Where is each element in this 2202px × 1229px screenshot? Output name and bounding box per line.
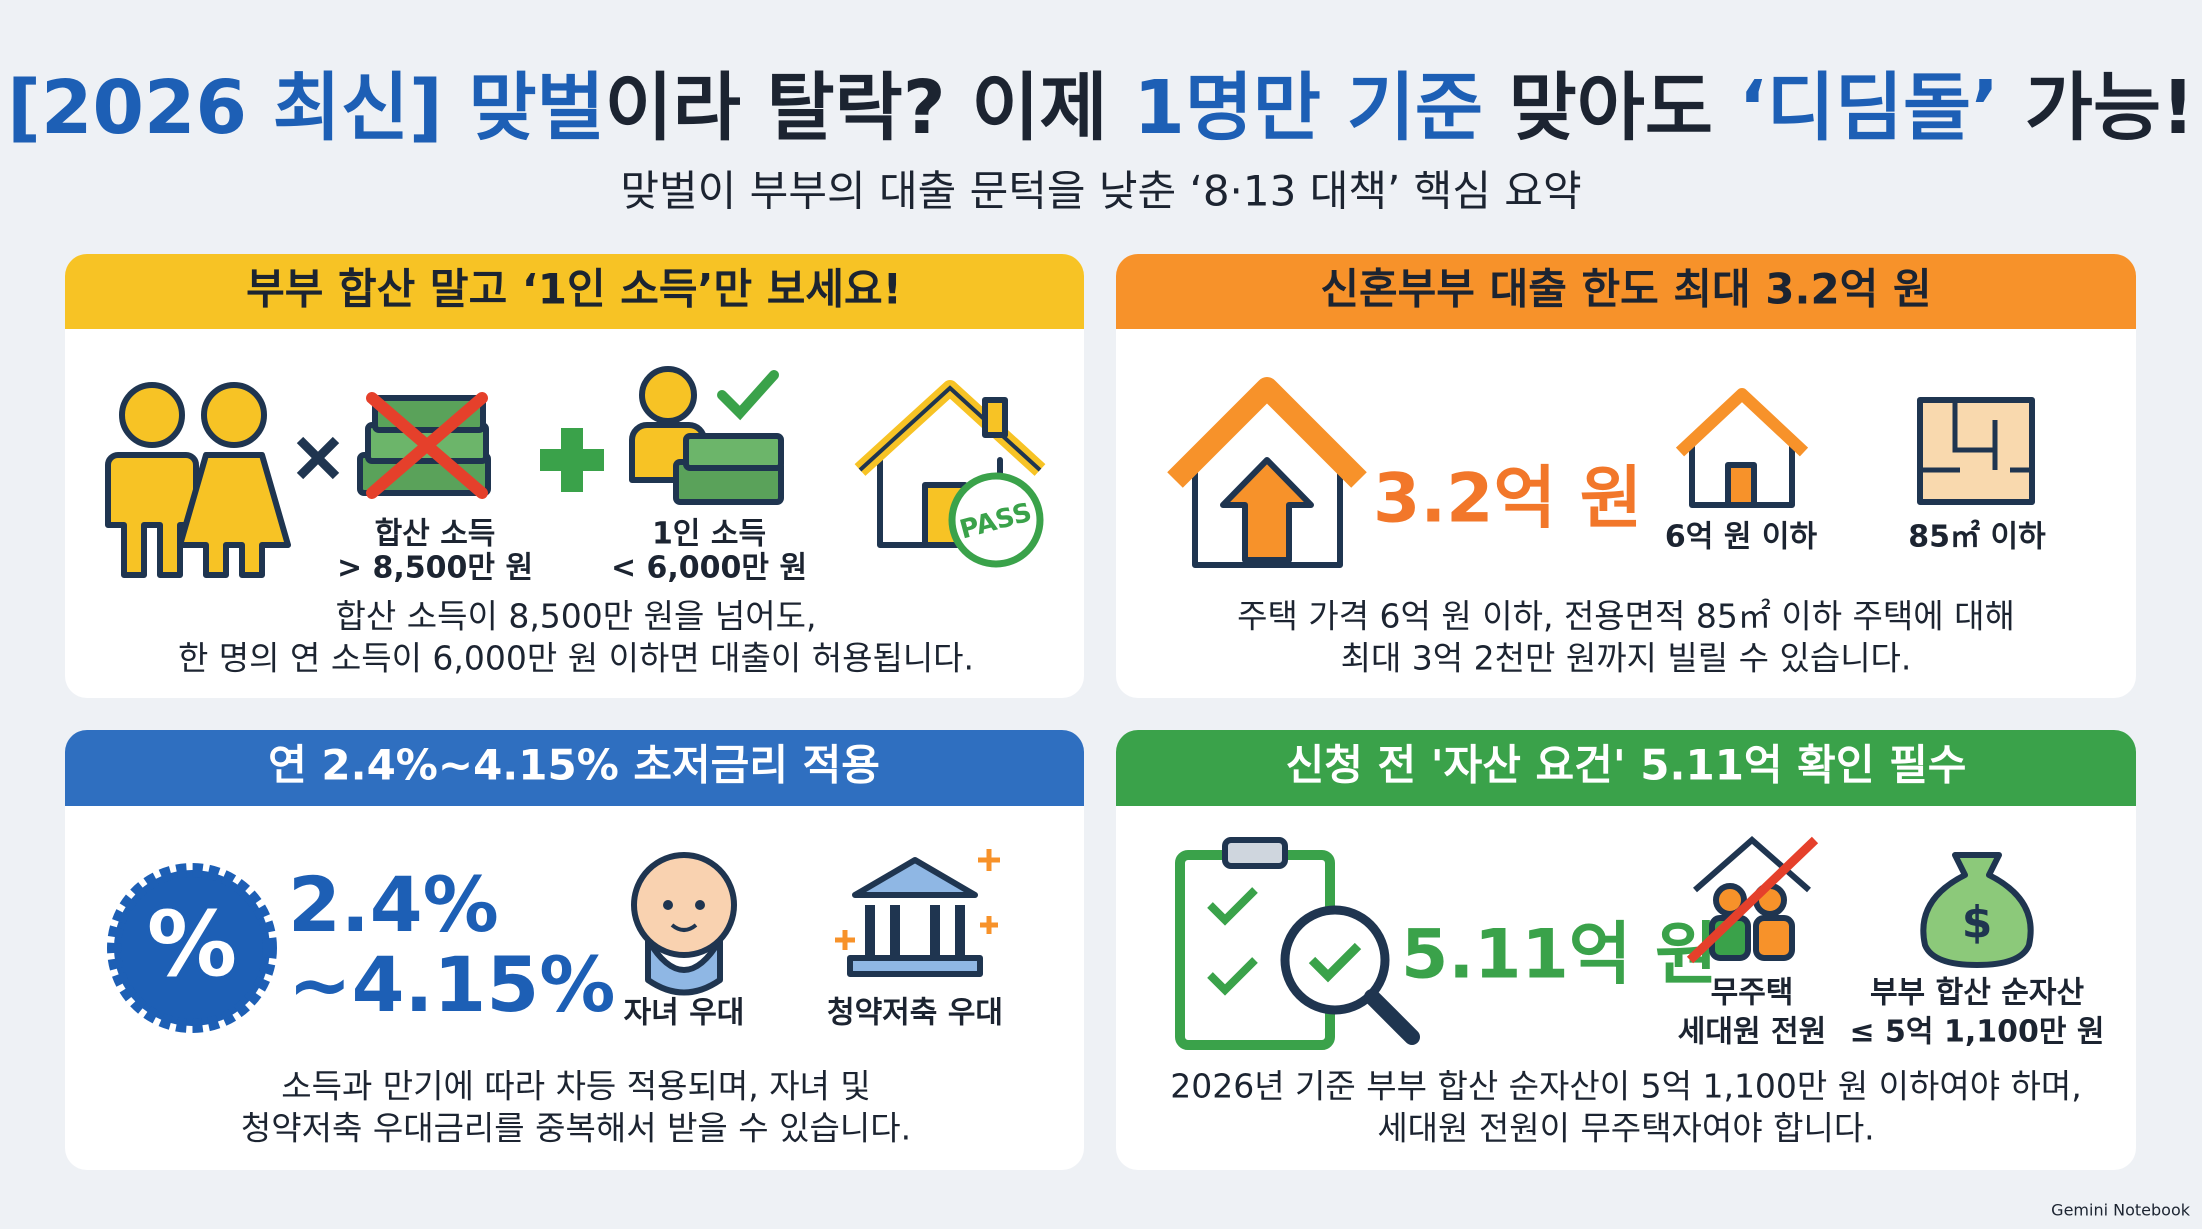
- icon-label: 무주택: [1711, 976, 1794, 1011]
- icon-label: 청약저축 우대: [827, 996, 1003, 1031]
- description: 2026년 기준 부부 합산 순자산이 5억 1,100만 원 이하여야 하며,: [1170, 1067, 2082, 1106]
- small-house-icon: [1675, 388, 1809, 508]
- title-part: [2026 최신] 맞벌: [7, 65, 604, 151]
- icon-label: 부부 합산 순자산: [1870, 976, 2084, 1011]
- card-title: 신청 전 '자산 요건' 5.11억 확인 필수: [1286, 741, 1967, 790]
- dollar-sign: $: [1962, 897, 1993, 948]
- description: 최대 3억 2천만 원까지 빌릴 수 있습니다.: [1341, 639, 1912, 678]
- card-header: [1116, 254, 2136, 329]
- card-title: 부부 합산 말고 ‘1인 소득’만 보세요!: [246, 265, 902, 314]
- couple-icon: [105, 382, 291, 578]
- title-part: 가능!: [1999, 65, 2195, 151]
- title-part: ‘디딤돌’: [1739, 65, 1999, 151]
- highlight: 2.4%: [288, 860, 499, 949]
- title-part: 맞아도: [1483, 65, 1739, 151]
- subtitle: 맞벌이 부부의 대출 문턱을 낮춘 ‘8·13 대책’ 핵심 요약: [620, 167, 1581, 216]
- card-frames: [65, 254, 2136, 1170]
- icon-label: ≤ 5억 1,100만 원: [1849, 1015, 2104, 1050]
- times-sign: [296, 436, 340, 480]
- money-crossed-icon: [357, 392, 491, 499]
- main-title: [2026 최신] 맞벌이라 탈락? 이제 1명만 기준 맞아도 ‘디딤돌’ 가…: [7, 65, 2195, 151]
- clipboard-icon: [1175, 837, 1420, 1050]
- icon-label: 자녀 우대: [624, 996, 745, 1031]
- icon-label: 6억 원 이하: [1665, 520, 1818, 555]
- icon-label: > 8,500만 원: [337, 551, 533, 586]
- percent-badge: %: [107, 863, 277, 1033]
- icon-label: 세대원 전원: [1678, 1015, 1826, 1050]
- card-header: [65, 730, 1084, 806]
- money-bag-icon: $: [1920, 852, 2034, 968]
- card-title: 신혼부부 대출 한도 최대 3.2억 원: [1320, 265, 1931, 314]
- title-part: 이라 탈락? 이제: [605, 65, 1134, 151]
- big-house-icon: [1167, 377, 1367, 568]
- icon-label: 1인 소득: [652, 517, 766, 552]
- icon-label: 합산 소득: [375, 517, 496, 552]
- one-income-icon: [629, 366, 784, 505]
- icon-label: 85㎡ 이하: [1908, 520, 2046, 555]
- description: 소득과 만기에 따라 차등 적용되며, 자녀 및: [281, 1067, 871, 1106]
- card: [65, 730, 1084, 1170]
- footer: Gemini Notebook: [2051, 1201, 2191, 1220]
- description: 한 명의 연 소득이 6,000만 원 이하면 대출이 허용됩니다.: [178, 639, 974, 678]
- baby-icon: [631, 852, 737, 996]
- plus-sign: [540, 428, 604, 492]
- description: 주택 가격 6억 원 이하, 전용면적 85㎡ 이하 주택에 대해: [1237, 597, 2015, 636]
- card-title: 연 2.4%~4.15% 초저금리 적용: [268, 741, 880, 790]
- description: 청약저축 우대금리를 중복해서 받을 수 있습니다.: [241, 1109, 911, 1148]
- card: [1116, 254, 2136, 698]
- icon-label: < 6,000만 원: [611, 551, 807, 586]
- description: 세대원 전원이 무주택자여야 합니다.: [1377, 1109, 1874, 1148]
- card-header: [1116, 730, 2136, 806]
- floor-plan-icon: [1917, 397, 2035, 505]
- description: 합산 소득이 8,500만 원을 넘어도,: [336, 597, 817, 636]
- no-house-icon: [1686, 836, 1819, 964]
- card-header: [65, 254, 1084, 329]
- card: [1116, 730, 2136, 1170]
- highlight: 5.11억 원: [1401, 916, 1718, 995]
- bank-icon: [835, 849, 1000, 977]
- highlight: 3.2억 원: [1373, 460, 1642, 539]
- house-pass-icon: PASS: [854, 380, 1046, 568]
- title-part: 1명만 기준: [1133, 65, 1483, 151]
- badge-text: %: [147, 892, 237, 997]
- highlight: ~4.15%: [288, 940, 615, 1029]
